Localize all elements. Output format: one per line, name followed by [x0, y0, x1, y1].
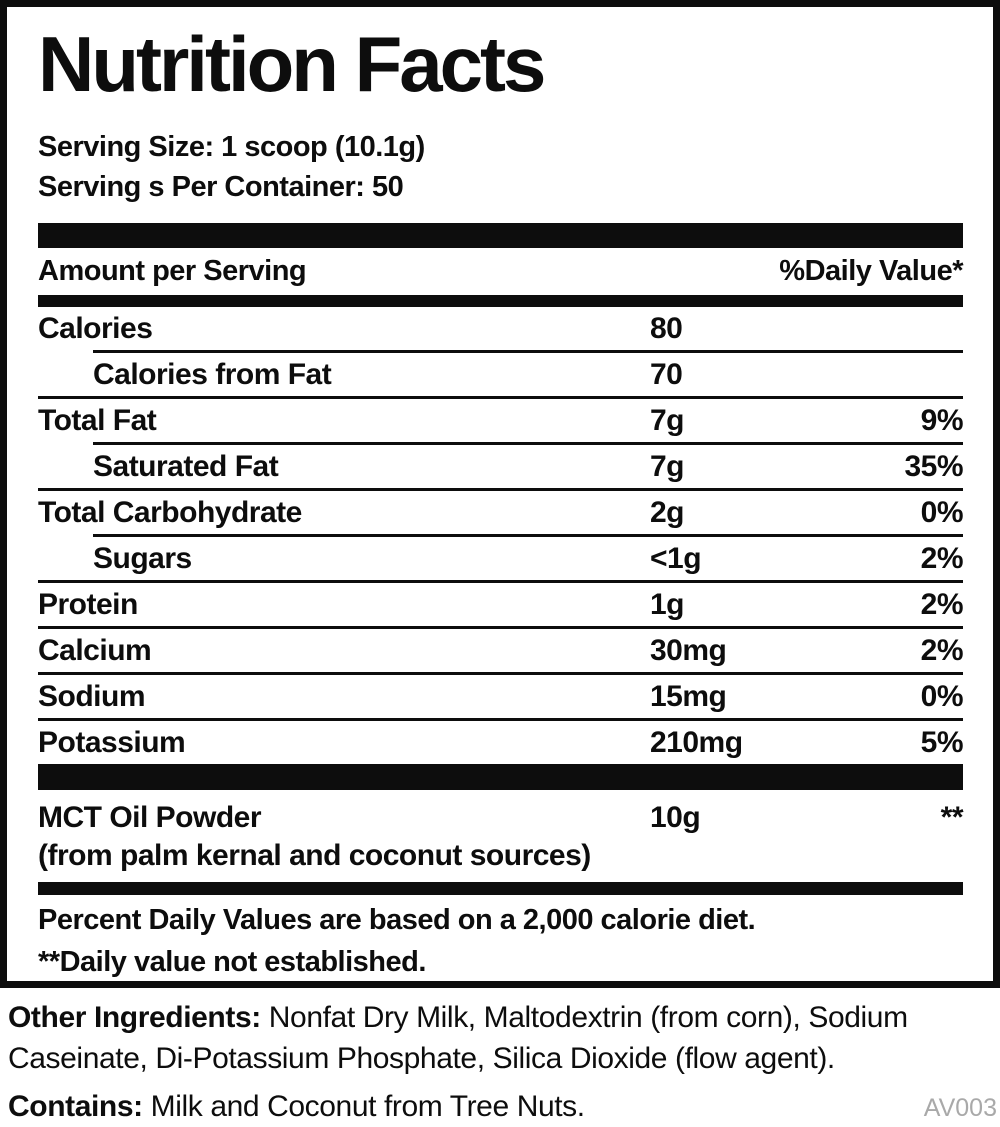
below-panel-section: Other Ingredients: Nonfat Dry Milk, Malt… [0, 988, 1000, 1127]
table-row: Calories from Fat 70 [38, 353, 963, 396]
nutrient-name: Saturated Fat [93, 449, 279, 483]
supplement-dv-asterisks: ** [940, 801, 964, 835]
separator-bar-footnote [38, 882, 963, 896]
nutrient-value: 70 [650, 357, 683, 391]
nutrient-value: 15mg [650, 679, 727, 713]
nutrient-name: Protein [38, 587, 138, 621]
nutrient-name: Total Fat [38, 403, 157, 437]
nutrient-dv: 0% [920, 495, 964, 529]
supplement-value: 10g [650, 801, 701, 835]
nutrition-facts-title: Nutrition Facts [38, 20, 546, 108]
table-row: Protein 1g 2% [38, 583, 964, 626]
nutrient-value: 7g [650, 449, 685, 483]
table-row: Sugars <1g 2% [38, 537, 964, 580]
row-divider [38, 580, 963, 584]
nutrient-name: Potassium [38, 725, 186, 759]
nutrient-dv: 9% [920, 403, 964, 437]
nutrient-name: Total Carbohydrate [38, 495, 302, 529]
nutrient-name: Sugars [93, 541, 192, 575]
nutrient-value: 7g [650, 403, 685, 437]
table-row: Calcium 30mg 2% [38, 629, 964, 672]
contains-text: Milk and Coconut from Tree Nuts. [150, 1090, 585, 1123]
servings-per-container: Serving s Per Container: 50 [38, 171, 404, 204]
separator-bar-header [38, 295, 963, 308]
table-row: Total Fat 7g 9% [38, 399, 964, 442]
nutrient-value: 80 [650, 311, 683, 345]
nutrient-dv: 35% [904, 449, 963, 483]
nutrient-value: 30mg [650, 633, 727, 667]
table-row: Sodium 15mg 0% [38, 675, 964, 718]
other-ingredients: Other Ingredients: Nonfat Dry Milk, Malt… [8, 997, 997, 1079]
row-divider [93, 350, 963, 354]
nutrient-dv: 2% [920, 541, 964, 575]
table-row: Potassium 210mg 5% [38, 721, 964, 764]
serving-info: Serving Size: 1 scoop (10.1g) Serving s … [38, 127, 963, 207]
supplement-section: MCT Oil Powder 10g ** (from palm kernal … [38, 790, 964, 882]
row-divider [93, 534, 963, 538]
nutrient-table: Calories 80 Calories from Fat 70 Total F… [38, 307, 964, 764]
daily-value-header: %Daily Value* [779, 255, 963, 288]
nutrient-dv: 2% [920, 587, 964, 621]
contains-statement: Contains: Milk and Coconut from Tree Nut… [8, 1087, 585, 1127]
nutrition-facts-panel: Nutrition Facts Serving Size: 1 scoop (1… [0, 0, 1000, 988]
separator-bar-supplement [38, 764, 963, 791]
product-code: AV003 [923, 1094, 997, 1122]
nutrient-name: Calories [38, 311, 153, 345]
row-divider [38, 672, 963, 676]
supplement-note: (from palm kernal and coconut sources) [38, 839, 591, 873]
contains-row: Contains: Milk and Coconut from Tree Nut… [8, 1087, 997, 1127]
nutrient-value: 1g [650, 587, 685, 621]
nutrient-name: Calories from Fat [93, 357, 332, 391]
other-ingredients-text: Nonfat Dry Milk, Maltodextrin (from corn… [8, 1001, 908, 1075]
table-row: Calories 80 [38, 307, 963, 350]
nutrient-value: 210mg [650, 725, 743, 759]
nutrient-value: <1g [650, 541, 702, 575]
amount-per-serving-header: Amount per Serving [38, 255, 307, 288]
table-header: Amount per Serving %Daily Value* [38, 248, 963, 295]
nutrient-dv: 0% [920, 679, 964, 713]
footnote-not-established: **Daily value not established. [38, 946, 426, 979]
table-row: Total Carbohydrate 2g 0% [38, 491, 964, 534]
row-divider [93, 442, 963, 446]
supplement-name: MCT Oil Powder [38, 801, 262, 835]
row-divider [38, 488, 963, 492]
footnote-daily-values: Percent Daily Values are based on a 2,00… [38, 904, 756, 937]
footnotes: Percent Daily Values are based on a 2,00… [38, 895, 963, 979]
serving-size: Serving Size: 1 scoop (10.1g) [38, 131, 425, 164]
table-row: Saturated Fat 7g 35% [38, 445, 964, 488]
separator-bar-top [38, 223, 963, 249]
nutrient-name: Sodium [38, 679, 146, 713]
supplement-row: MCT Oil Powder 10g ** [38, 799, 964, 837]
row-divider [38, 396, 963, 400]
nutrient-dv: 2% [920, 633, 964, 667]
row-divider [38, 718, 963, 722]
row-divider [38, 626, 963, 630]
nutrient-dv: 5% [920, 725, 964, 759]
nutrient-value: 2g [650, 495, 685, 529]
contains-label: Contains: [8, 1090, 143, 1123]
nutrient-name: Calcium [38, 633, 152, 667]
other-ingredients-label: Other Ingredients: [8, 1001, 261, 1034]
